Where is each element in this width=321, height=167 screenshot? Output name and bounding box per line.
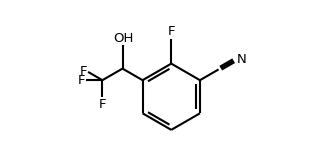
Text: OH: OH [113,32,134,45]
Text: F: F [99,98,106,111]
Text: F: F [78,74,85,87]
Text: F: F [80,65,87,78]
Text: F: F [168,25,175,38]
Text: N: N [237,53,247,66]
